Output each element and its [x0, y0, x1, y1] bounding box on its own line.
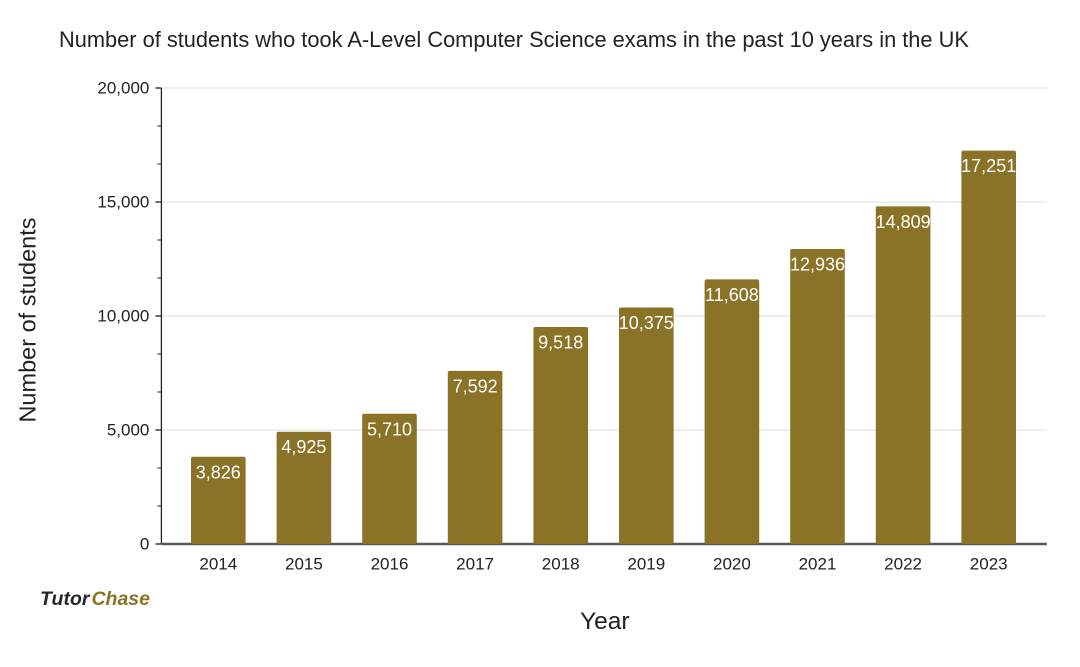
svg-text:9,518: 9,518	[538, 332, 583, 352]
svg-text:15,000: 15,000	[97, 193, 149, 212]
svg-text:2015: 2015	[285, 555, 323, 574]
svg-text:7,592: 7,592	[453, 376, 498, 396]
svg-text:5,000: 5,000	[107, 421, 150, 440]
svg-text:2020: 2020	[713, 555, 751, 574]
svg-text:4,925: 4,925	[281, 437, 326, 457]
svg-text:2023: 2023	[970, 555, 1008, 574]
svg-text:3,826: 3,826	[196, 462, 241, 482]
svg-text:10,000: 10,000	[97, 307, 149, 326]
svg-text:2018: 2018	[542, 555, 580, 574]
svg-text:2021: 2021	[799, 555, 837, 574]
svg-text:20,000: 20,000	[97, 79, 149, 98]
svg-text:2014: 2014	[199, 555, 237, 574]
svg-text:10,375: 10,375	[619, 313, 674, 333]
svg-text:11,608: 11,608	[705, 285, 759, 305]
svg-text:12,936: 12,936	[790, 255, 845, 275]
svg-text:0: 0	[140, 535, 149, 554]
svg-text:2016: 2016	[371, 555, 409, 574]
svg-text:2022: 2022	[884, 555, 922, 574]
svg-text:2017: 2017	[456, 555, 494, 574]
svg-text:17,251: 17,251	[961, 156, 1016, 176]
svg-text:5,710: 5,710	[367, 419, 412, 439]
svg-text:14,809: 14,809	[876, 212, 931, 232]
svg-text:2019: 2019	[627, 555, 665, 574]
